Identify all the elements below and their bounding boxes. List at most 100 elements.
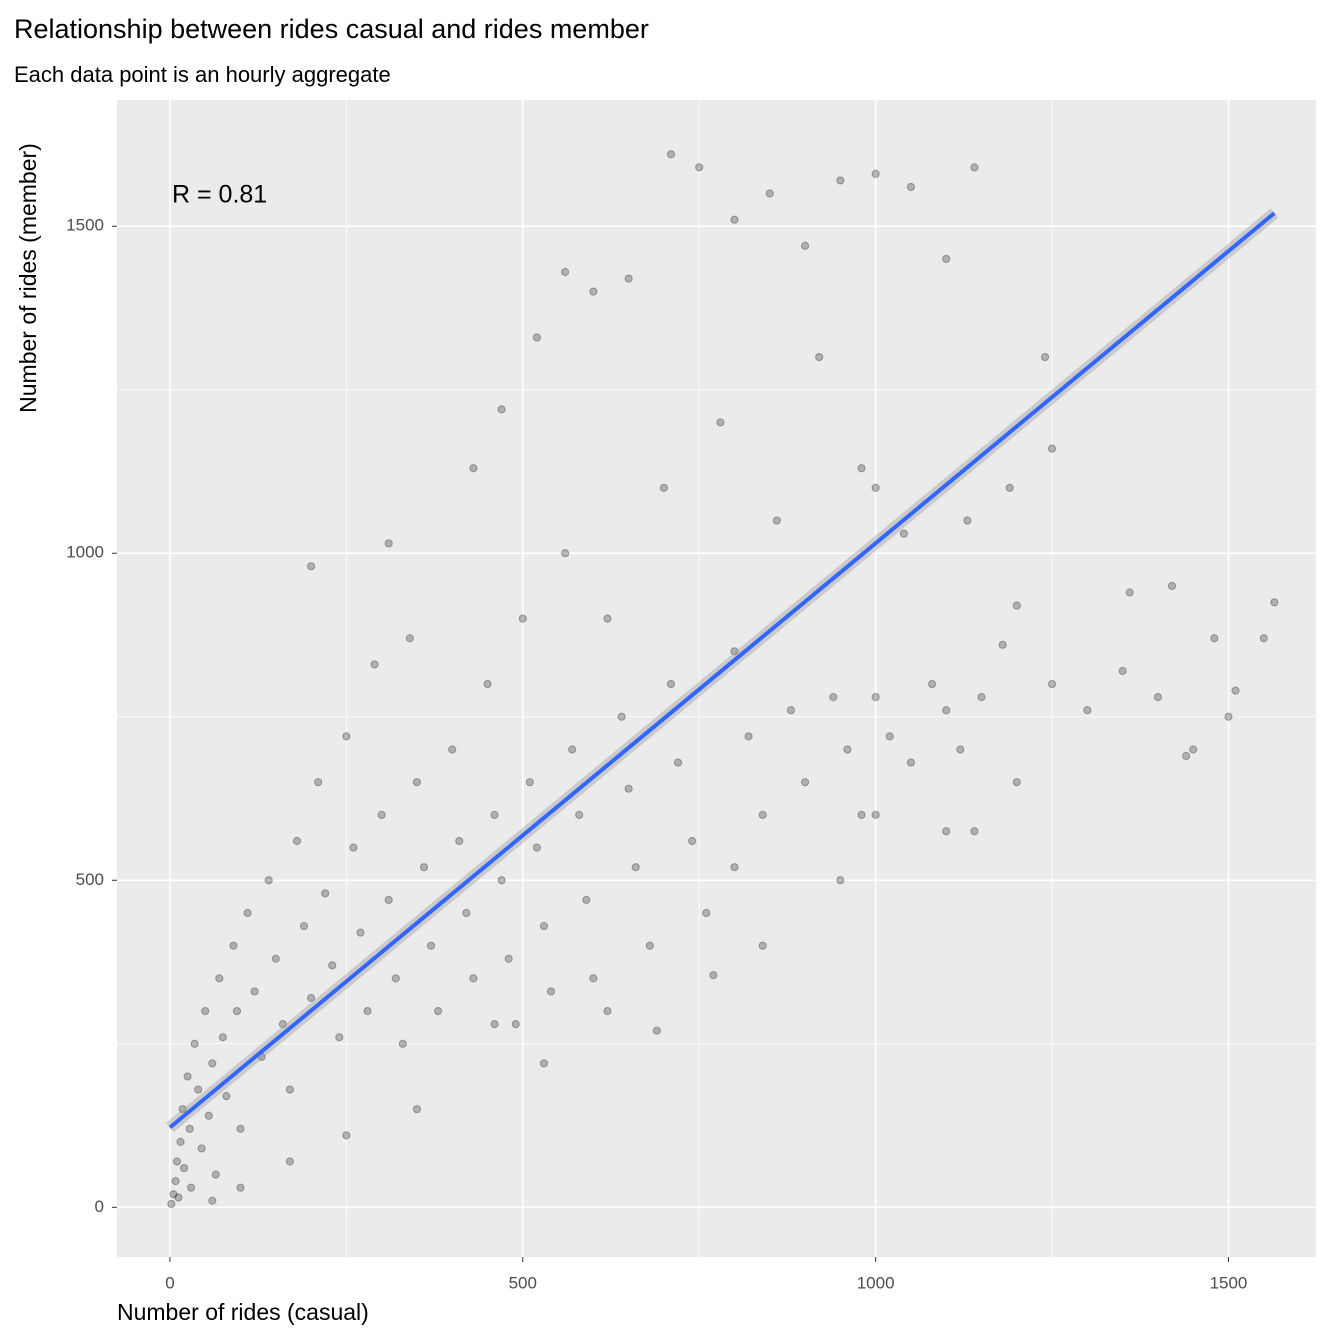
chart-title: Relationship between rides casual and ri… (14, 14, 649, 44)
point (730, 215, 739, 224)
point (942, 254, 951, 264)
point (321, 889, 330, 898)
point (391, 974, 400, 983)
point (504, 954, 513, 963)
point (1210, 634, 1219, 643)
point (666, 679, 676, 689)
y-axis-label: Number of rides (member) (15, 143, 41, 413)
point (885, 732, 894, 741)
point (314, 778, 323, 787)
point (603, 1006, 612, 1016)
point (171, 1177, 180, 1186)
point (250, 987, 259, 996)
fit-line (168, 211, 1276, 1130)
point (201, 1006, 210, 1016)
point (589, 287, 598, 296)
point (645, 941, 654, 950)
point (204, 1111, 213, 1120)
point (709, 971, 718, 980)
point (800, 778, 810, 787)
point (546, 987, 556, 996)
point (871, 693, 880, 702)
point (218, 1033, 227, 1042)
point (1083, 706, 1092, 715)
point (229, 941, 238, 950)
point (836, 876, 845, 885)
point (342, 732, 351, 741)
point (857, 810, 866, 819)
x-tick-label: 500 (509, 1273, 537, 1292)
point (490, 1020, 499, 1029)
point (1224, 712, 1233, 721)
point (617, 712, 626, 721)
point (356, 928, 365, 937)
point (1231, 686, 1240, 695)
y-tick-label: 1000 (66, 543, 104, 562)
point (603, 614, 612, 623)
point (169, 1190, 178, 1199)
point (232, 1006, 242, 1016)
point (927, 679, 937, 689)
point (871, 169, 880, 179)
panel (117, 100, 1316, 1257)
x-tick-label: 1000 (857, 1273, 895, 1292)
point (532, 333, 541, 342)
point (433, 1006, 443, 1016)
point (1047, 444, 1057, 453)
point (568, 745, 577, 754)
point (179, 1163, 189, 1173)
point (448, 745, 457, 754)
x-tick-label: 0 (165, 1273, 174, 1292)
point (412, 1105, 422, 1114)
point (208, 1196, 217, 1205)
point (174, 1193, 183, 1202)
point (631, 863, 640, 872)
point (871, 810, 880, 819)
point (328, 961, 337, 970)
x-axis-label: Number of rides (casual) (117, 1299, 369, 1325)
point (1040, 352, 1050, 362)
point (497, 405, 506, 414)
point (532, 843, 541, 852)
point (377, 810, 386, 819)
annotation: R = 0.81 (172, 181, 267, 209)
point (292, 836, 302, 846)
point (1182, 751, 1191, 761)
point (176, 1137, 185, 1146)
point (222, 1092, 231, 1101)
point (384, 539, 393, 548)
point (970, 827, 979, 836)
point (836, 176, 845, 185)
point (215, 974, 224, 983)
point (561, 549, 570, 558)
point (243, 908, 252, 918)
point (278, 1020, 287, 1029)
point (525, 778, 534, 787)
point (652, 1026, 661, 1035)
point (236, 1183, 245, 1192)
point (384, 895, 393, 904)
point (688, 836, 697, 846)
point (906, 758, 916, 767)
point (659, 483, 669, 492)
point (271, 954, 280, 963)
point (1167, 581, 1177, 591)
point (899, 529, 908, 538)
point (1125, 588, 1134, 597)
point (582, 895, 591, 904)
point (716, 418, 725, 427)
point (178, 1105, 187, 1114)
point (758, 810, 767, 819)
point (405, 634, 414, 643)
point (857, 464, 866, 473)
point (758, 941, 767, 950)
point (172, 1157, 182, 1166)
point (398, 1039, 407, 1048)
point (624, 784, 633, 793)
point (306, 562, 316, 571)
point (306, 993, 316, 1003)
point (285, 1085, 294, 1094)
point (197, 1144, 206, 1153)
point (906, 182, 916, 192)
